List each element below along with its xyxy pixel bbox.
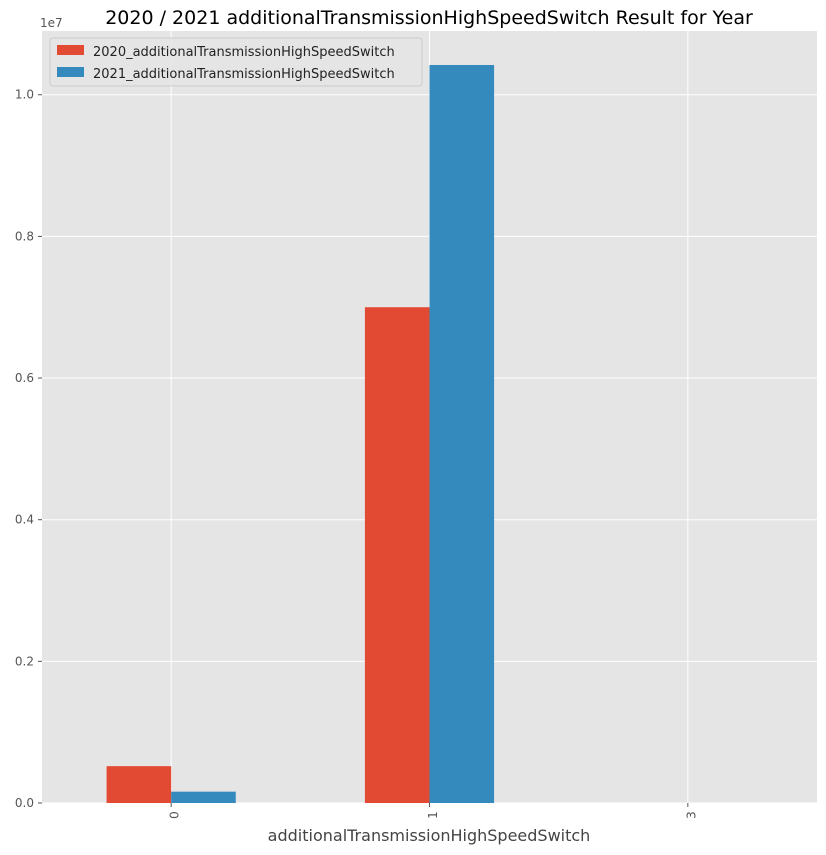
y-axis-offset-label: 1e7 <box>40 16 63 30</box>
bar-2021-1 <box>429 64 495 803</box>
x-axis-title: additionalTransmissionHighSpeedSwitch <box>268 826 591 845</box>
bar-2020-1 <box>364 307 430 803</box>
axis-ticks: 0.0 0.2 0.4 0.6 0.8 1.0 0 1 3 <box>15 88 698 819</box>
bars <box>106 64 495 803</box>
legend: 2020_additionalTransmissionHighSpeedSwit… <box>49 37 423 87</box>
legend-label-2021: 2021_additionalTransmissionHighSpeedSwit… <box>93 67 395 82</box>
legend-swatch-2020 <box>57 45 84 55</box>
y-tick-label: 0.4 <box>15 513 34 527</box>
legend-box <box>49 37 423 87</box>
legend-label-2020: 2020_additionalTransmissionHighSpeedSwit… <box>93 45 395 60</box>
y-tick-label: 0.0 <box>15 796 34 810</box>
bar-2020-0 <box>106 766 172 803</box>
chart-title: 2020 / 2021 additionalTransmissionHighSp… <box>105 7 753 29</box>
legend-swatch-2021 <box>57 67 84 77</box>
x-tick-label: 0 <box>168 811 182 819</box>
y-tick-label: 1.0 <box>15 88 34 102</box>
x-tick-label: 1 <box>426 811 440 819</box>
y-tick-label: 0.8 <box>15 229 34 243</box>
x-tick-label: 3 <box>684 811 698 819</box>
y-tick-label: 0.2 <box>15 654 34 668</box>
y-tick-label: 0.6 <box>15 371 34 385</box>
bar-2021-0 <box>171 791 236 803</box>
